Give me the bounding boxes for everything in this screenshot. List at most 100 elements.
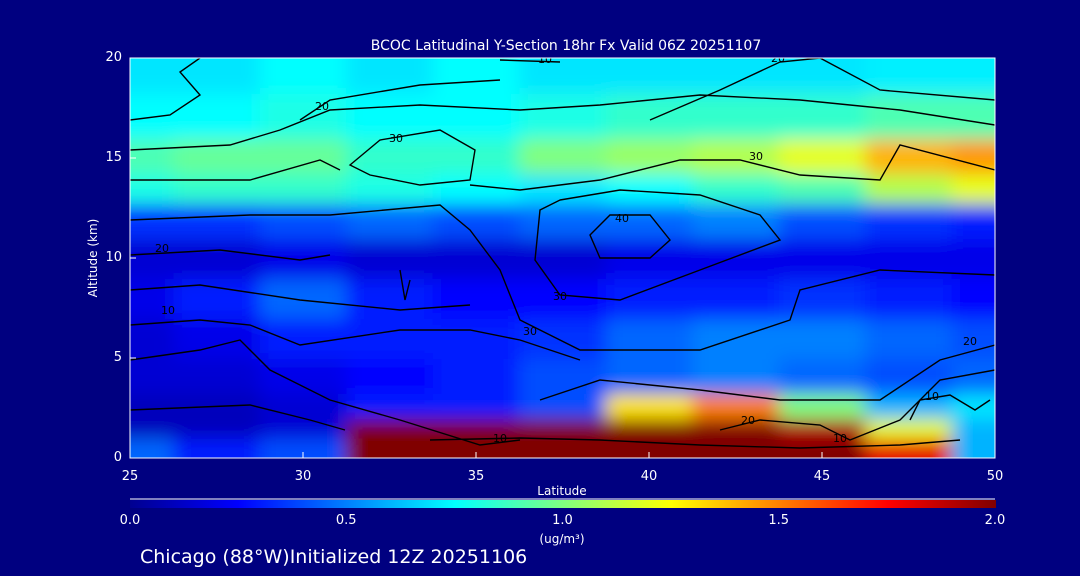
contour-line <box>130 249 331 261</box>
field-cell <box>130 138 175 174</box>
field-cell <box>692 58 780 94</box>
contour-line <box>130 404 346 431</box>
field-cell <box>130 393 175 419</box>
field-cell <box>778 393 867 419</box>
contour-label: 30 <box>523 325 537 338</box>
contour-line <box>130 319 581 361</box>
field-cell <box>130 358 175 394</box>
x-axis-ticks: 25 30 35 40 45 50 <box>122 452 1004 484</box>
field-cell <box>346 238 434 279</box>
field-cell <box>173 418 261 439</box>
field-cell <box>951 58 995 94</box>
field-cell <box>519 93 607 139</box>
field-cell <box>432 318 521 359</box>
field-cell <box>173 278 261 319</box>
field-cell <box>432 418 521 439</box>
field-cell <box>432 93 521 139</box>
field-cell <box>346 278 434 319</box>
field-cell <box>519 58 607 94</box>
field-cell <box>951 418 995 439</box>
colorbar-tick-label: 0.5 <box>336 513 357 528</box>
field-cell <box>778 203 867 239</box>
y-tick-label: 5 <box>114 350 122 365</box>
y-tick-label: 0 <box>114 450 122 465</box>
field-cell <box>692 358 780 394</box>
field-cell <box>692 438 780 458</box>
x-tick-label: 35 <box>468 469 485 484</box>
field-cell <box>519 278 607 319</box>
field-cell <box>173 138 261 174</box>
field-cell <box>173 438 261 458</box>
field-cell <box>519 358 607 394</box>
x-tick-label: 45 <box>814 469 831 484</box>
field-cell <box>605 418 694 439</box>
field-cell <box>865 358 953 394</box>
contour-label: 30 <box>553 290 567 303</box>
field-cell <box>778 418 867 439</box>
field-cell <box>346 203 434 239</box>
field-cell <box>130 418 175 439</box>
field-cell <box>605 138 694 174</box>
field-cell <box>692 393 780 419</box>
field-cell <box>951 93 995 139</box>
field-cell <box>692 138 780 174</box>
field-cell <box>778 138 867 174</box>
y-tick-label: 15 <box>105 150 122 165</box>
field-cell <box>865 318 953 359</box>
field-cell <box>605 173 694 204</box>
field-cell <box>692 238 780 279</box>
colorbar-ticks: 0.0 0.5 1.0 1.5 2.0 <box>120 513 1006 528</box>
field-cell <box>130 438 175 458</box>
x-tick-label: 50 <box>987 469 1004 484</box>
field-cell <box>692 93 780 139</box>
field-cell <box>259 418 348 439</box>
field-cell <box>692 173 780 204</box>
field-cell <box>951 318 995 359</box>
field-cell <box>130 278 175 319</box>
colorbar-tick-label: 1.5 <box>768 513 789 528</box>
field-cell <box>951 238 995 279</box>
colorbar-tick-label: 0.0 <box>120 513 141 528</box>
field-cell <box>346 318 434 359</box>
field-cell <box>346 438 434 458</box>
field-cell <box>778 93 867 139</box>
field-cell <box>432 393 521 419</box>
colorbar <box>130 500 996 508</box>
field-cell <box>865 58 953 94</box>
field-cell <box>605 58 694 94</box>
field-cell <box>259 58 348 94</box>
field-cell <box>519 438 607 458</box>
field-cell <box>173 173 261 204</box>
field-cell <box>130 238 175 279</box>
contour-line <box>348 129 476 186</box>
field-cell <box>259 393 348 419</box>
plot-area: 10 20 20 30 30 40 10 30 20 10 10 20 30 20 10 <box>130 53 995 458</box>
field-cell <box>432 358 521 394</box>
field-cell <box>346 418 434 439</box>
contour-line <box>534 189 782 301</box>
field-cell <box>519 138 607 174</box>
field-cell <box>173 203 261 239</box>
field-cell <box>951 438 995 458</box>
field-cell <box>865 173 953 204</box>
contour-line <box>589 214 671 259</box>
contour-label: 20 <box>155 242 169 255</box>
field-cell <box>259 278 348 319</box>
field-cell <box>259 138 348 174</box>
y-axis-label: Altitude (km) <box>86 219 100 298</box>
contour-line <box>130 284 471 311</box>
field-cell <box>130 173 175 204</box>
field-cell <box>259 173 348 204</box>
field-cell <box>259 203 348 239</box>
y-tick-label: 20 <box>105 50 122 65</box>
field-cell <box>951 203 995 239</box>
field-cell <box>173 93 261 139</box>
field-cell <box>346 358 434 394</box>
field-cell <box>605 393 694 419</box>
field-cell <box>519 203 607 239</box>
field-cell <box>951 393 995 419</box>
contour-label: 10 <box>538 53 552 66</box>
field-cell <box>778 358 867 394</box>
field-cell <box>259 438 348 458</box>
